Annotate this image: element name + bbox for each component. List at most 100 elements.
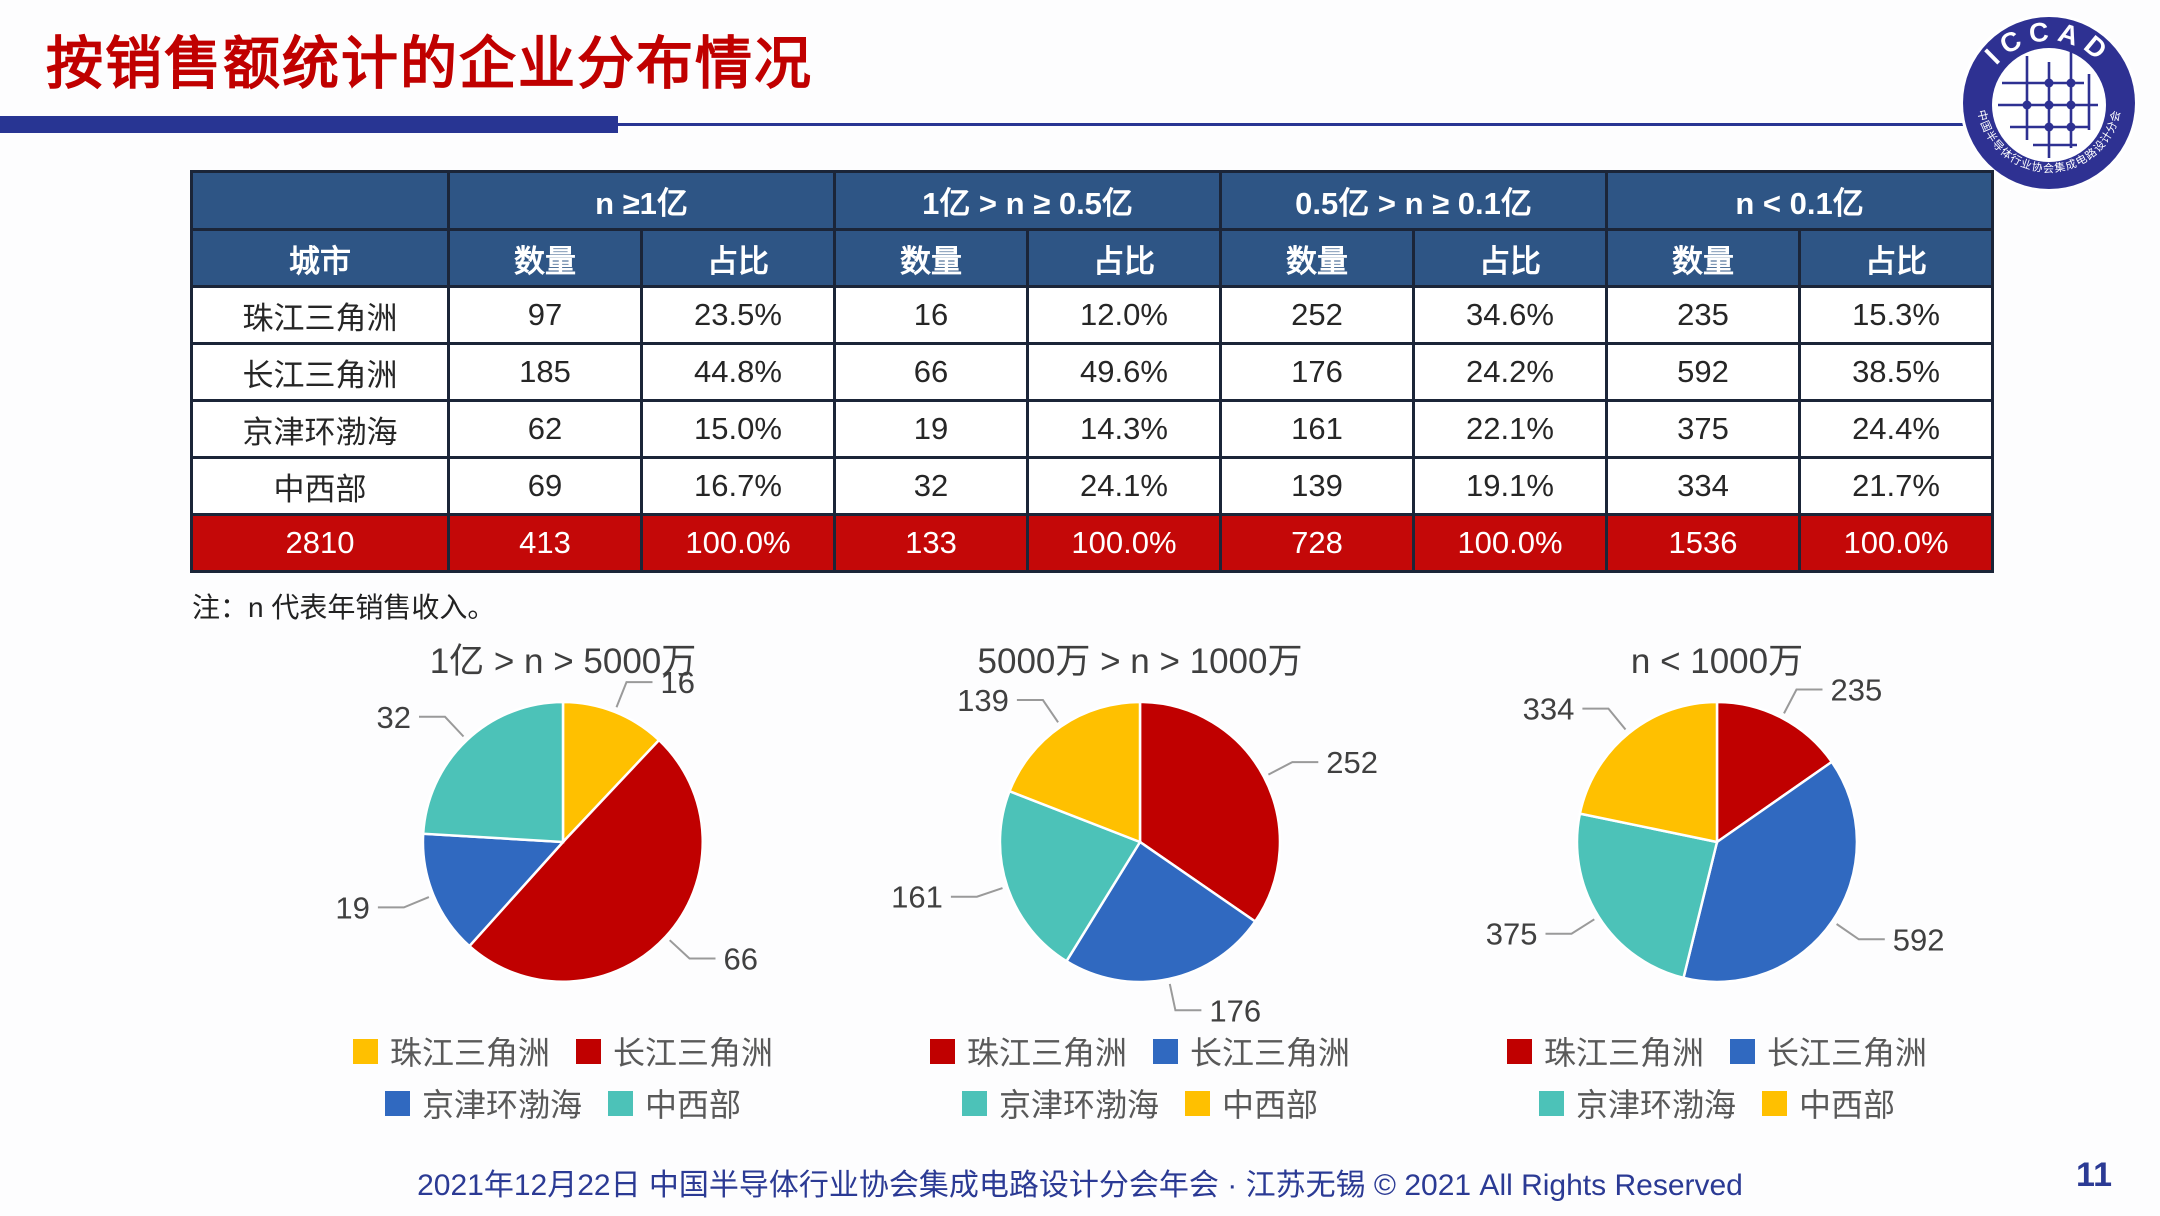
legend-item: 珠江三角洲	[929, 1028, 1127, 1074]
value-cell: 19	[833, 399, 1029, 459]
chart-title: 5000万 > n > 1000万	[977, 642, 1303, 681]
legend-swatch-icon	[961, 1090, 987, 1116]
legend-row: 京津环渤海 中西部	[1538, 1080, 1895, 1126]
value-cell: 49.6%	[1026, 342, 1222, 402]
legend-swatch-icon	[1762, 1090, 1787, 1116]
value-cell: 176	[1219, 342, 1415, 402]
total-cell: 413	[447, 513, 643, 573]
pie-slice	[1715, 700, 1834, 845]
pie-chart-block-3: n < 1000万 235 592 375 334 珠江三角洲 长江三角洲 京津环渤海 中…	[1432, 636, 2002, 1136]
value-cell: 235	[1605, 285, 1802, 345]
pie-slice-label: 592	[1893, 922, 1945, 957]
value-cell: 21.7%	[1798, 456, 1995, 516]
chart-title: 1亿 > n > 5000万	[429, 642, 697, 681]
legend-label: 京津环渤海	[1575, 1087, 1736, 1123]
label-leader-line	[1582, 707, 1627, 731]
pie-slice	[1138, 700, 1282, 924]
value-cell: 24.2%	[1411, 342, 1609, 402]
table-group-header-row: n ≥1亿 1亿 > n ≥ 0.5亿 0.5亿 > n ≥ 0.1亿 n < …	[190, 170, 1995, 231]
legend-swatch-icon	[929, 1038, 955, 1064]
legend-item: 长江三角洲	[1730, 1028, 1927, 1074]
city-cell: 京津环渤海	[190, 399, 450, 459]
legend-swatch-icon	[384, 1090, 410, 1116]
legend-item: 珠江三角洲	[352, 1028, 550, 1074]
legend-label: 长江三角洲	[1767, 1035, 1928, 1071]
pie-chart-2: 252 176 161 139	[891, 683, 1378, 1028]
share-header: 占比	[1798, 228, 1995, 288]
count-header: 数量	[833, 228, 1029, 288]
total-cell: 100.0%	[1026, 513, 1222, 573]
legend-row: 京津环渤海 中西部	[384, 1080, 741, 1126]
value-cell: 334	[1605, 456, 1802, 516]
pie-slice	[561, 700, 661, 846]
share-header: 占比	[1026, 228, 1222, 288]
legend-label: 中西部	[1222, 1087, 1319, 1123]
value-cell: 24.1%	[1026, 456, 1222, 516]
value-cell: 375	[1605, 399, 1802, 459]
legend-row: 珠江三角洲 长江三角洲	[352, 1028, 773, 1074]
value-cell: 161	[1219, 399, 1415, 459]
legend-item: 京津环渤海	[384, 1080, 582, 1126]
group-header: n < 0.1亿	[1605, 170, 1995, 231]
pie-chart-1: 16 66 19 32	[335, 665, 758, 983]
legend-swatch-icon	[1185, 1090, 1210, 1116]
share-header: 占比	[640, 228, 836, 288]
footer-text: 2021年12月22日 中国半导体行业协会集成电路设计分会年会 · 江苏无锡 ©…	[417, 1169, 1743, 1202]
pie-slice	[421, 832, 566, 948]
pie-chart-block-1: 1亿 > n > 5000万 16 66 19 32 珠江三角洲 长江三角洲 京津环渤海…	[278, 636, 848, 1136]
value-cell: 14.3%	[1026, 399, 1222, 459]
distribution-table: n ≥1亿 1亿 > n ≥ 0.5亿 0.5亿 > n ≥ 0.1亿 n < …	[190, 170, 1995, 573]
pie-slice-label: 334	[1523, 692, 1575, 727]
legend-1: 珠江三角洲 长江三角洲 京津环渤海 中西部	[278, 1030, 848, 1124]
legend-item: 京津环渤海	[961, 1080, 1159, 1126]
pie-slice-label: 19	[335, 890, 369, 925]
pie-slice-label: 161	[891, 880, 943, 915]
label-leader-line	[1545, 918, 1595, 935]
total-cell: 100.0%	[1411, 513, 1609, 573]
value-cell: 66	[833, 342, 1029, 402]
pie-slice-label: 66	[724, 942, 758, 977]
legend-item: 长江三角洲	[1153, 1028, 1350, 1074]
legend-item: 长江三角洲	[576, 1028, 773, 1074]
city-cell: 长江三角洲	[190, 342, 450, 402]
group-header: 0.5亿 > n ≥ 0.1亿	[1218, 170, 1609, 231]
legend-row: 珠江三角洲 长江三角洲	[929, 1028, 1350, 1074]
value-cell: 15.0%	[640, 399, 836, 459]
value-cell: 19.1%	[1411, 456, 1609, 516]
pie-slice	[1578, 700, 1719, 844]
value-cell: 12.0%	[1026, 285, 1222, 345]
value-cell: 16.7%	[640, 456, 836, 516]
legend-swatch-icon	[1538, 1090, 1564, 1116]
count-header: 数量	[1219, 228, 1415, 288]
title-divider-thick	[0, 116, 618, 133]
legend-swatch-icon	[1730, 1038, 1755, 1064]
label-leader-line	[419, 715, 465, 738]
pie-slice	[421, 700, 565, 844]
value-cell: 139	[1219, 456, 1415, 516]
legend-row: 珠江三角洲 长江三角洲	[1506, 1028, 1927, 1074]
legend-label: 长江三角洲	[613, 1035, 774, 1071]
label-leader-line	[669, 939, 716, 960]
value-cell: 592	[1605, 342, 1802, 402]
table-corner-cell	[190, 170, 450, 231]
value-cell: 44.8%	[640, 342, 836, 402]
table-total-row: 2810 413 100.0% 133 100.0% 728 100.0% 15…	[190, 513, 1995, 573]
legend-item: 珠江三角洲	[1506, 1028, 1704, 1074]
value-cell: 24.4%	[1798, 399, 1995, 459]
legend-label: 长江三角洲	[1190, 1035, 1351, 1071]
group-header: n ≥1亿	[447, 170, 836, 231]
legend-item: 京津环渤海	[1538, 1080, 1736, 1126]
table-row: 珠江三角洲 97 23.5% 16 12.0% 252 34.6% 235 15…	[190, 285, 1995, 345]
legend-label: 珠江三角洲	[389, 1035, 550, 1071]
legend-swatch-icon	[352, 1038, 378, 1064]
legend-label: 珠江三角洲	[1543, 1035, 1704, 1071]
legend-swatch-icon	[1506, 1038, 1532, 1064]
value-cell: 15.3%	[1798, 285, 1995, 345]
legend-2: 珠江三角洲 长江三角洲 京津环渤海 中西部	[855, 1030, 1425, 1124]
logo-grid-dots	[2022, 78, 2076, 132]
total-cell: 100.0%	[640, 513, 836, 573]
share-header: 占比	[1411, 228, 1609, 288]
legend-swatch-icon	[576, 1038, 601, 1064]
label-leader-line	[950, 887, 1003, 898]
value-cell: 185	[447, 342, 643, 402]
